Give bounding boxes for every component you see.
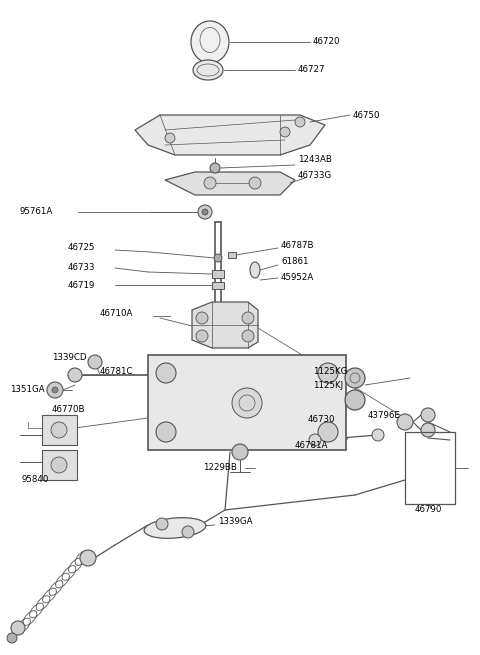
Text: 1125KJ: 1125KJ <box>313 381 343 390</box>
Circle shape <box>295 117 305 127</box>
Circle shape <box>196 330 208 342</box>
Text: 46725: 46725 <box>68 244 96 252</box>
Circle shape <box>318 363 338 383</box>
Circle shape <box>156 363 176 383</box>
Circle shape <box>202 209 208 215</box>
Text: 46719: 46719 <box>68 280 96 290</box>
Circle shape <box>372 429 384 441</box>
Circle shape <box>165 133 175 143</box>
Circle shape <box>210 163 220 173</box>
Text: 46781A: 46781A <box>295 441 328 449</box>
Polygon shape <box>192 302 258 348</box>
Circle shape <box>232 388 262 418</box>
Text: 46733G: 46733G <box>298 170 332 179</box>
Circle shape <box>182 526 194 538</box>
Bar <box>212 270 224 278</box>
Circle shape <box>204 177 216 189</box>
Bar <box>228 252 236 258</box>
Circle shape <box>88 355 102 369</box>
Text: 95761A: 95761A <box>20 208 53 217</box>
Text: 43796E: 43796E <box>368 411 401 419</box>
Bar <box>42 450 77 480</box>
Circle shape <box>156 518 168 530</box>
Ellipse shape <box>250 262 260 278</box>
Text: 46733: 46733 <box>68 263 96 272</box>
Polygon shape <box>165 172 295 195</box>
Circle shape <box>52 387 58 393</box>
Circle shape <box>232 444 248 460</box>
Text: 46781C: 46781C <box>100 367 133 377</box>
Polygon shape <box>135 115 325 155</box>
Text: 46790: 46790 <box>415 506 443 514</box>
Text: 46710A: 46710A <box>100 310 133 318</box>
Circle shape <box>214 254 222 262</box>
Circle shape <box>397 414 413 430</box>
Bar <box>203 62 217 76</box>
Text: 1351GA: 1351GA <box>10 386 45 394</box>
Ellipse shape <box>193 60 223 80</box>
Text: 1243AB: 1243AB <box>298 155 332 164</box>
Text: 95840: 95840 <box>22 476 49 485</box>
Circle shape <box>80 550 96 566</box>
Bar <box>212 282 224 289</box>
Text: 46720: 46720 <box>313 37 340 47</box>
Circle shape <box>345 368 365 388</box>
Text: 1229BB: 1229BB <box>203 464 237 472</box>
Ellipse shape <box>191 21 229 63</box>
Circle shape <box>11 621 25 635</box>
Circle shape <box>242 312 254 324</box>
Circle shape <box>51 422 67 438</box>
Bar <box>405 432 455 504</box>
Text: 46730: 46730 <box>308 415 336 424</box>
Circle shape <box>196 312 208 324</box>
Circle shape <box>421 408 435 422</box>
Circle shape <box>51 457 67 473</box>
Text: 46727: 46727 <box>298 66 325 75</box>
Circle shape <box>249 177 261 189</box>
Bar <box>148 355 346 450</box>
Circle shape <box>68 368 82 382</box>
Text: 46770B: 46770B <box>52 405 85 415</box>
Bar <box>42 415 77 445</box>
Text: 61861: 61861 <box>281 257 309 267</box>
Text: 46750: 46750 <box>353 111 381 119</box>
Circle shape <box>7 633 17 643</box>
Text: 1339CD: 1339CD <box>52 352 86 362</box>
Circle shape <box>309 434 321 446</box>
Circle shape <box>198 205 212 219</box>
Circle shape <box>47 382 63 398</box>
Text: 46787B: 46787B <box>281 240 314 250</box>
Circle shape <box>318 422 338 442</box>
Text: 1339GA: 1339GA <box>218 517 252 527</box>
Circle shape <box>421 423 435 437</box>
Circle shape <box>242 330 254 342</box>
Text: 45952A: 45952A <box>281 274 314 282</box>
Circle shape <box>345 390 365 410</box>
Ellipse shape <box>144 517 206 538</box>
Circle shape <box>280 127 290 137</box>
Text: 1125KG: 1125KG <box>313 367 348 377</box>
Circle shape <box>156 422 176 442</box>
